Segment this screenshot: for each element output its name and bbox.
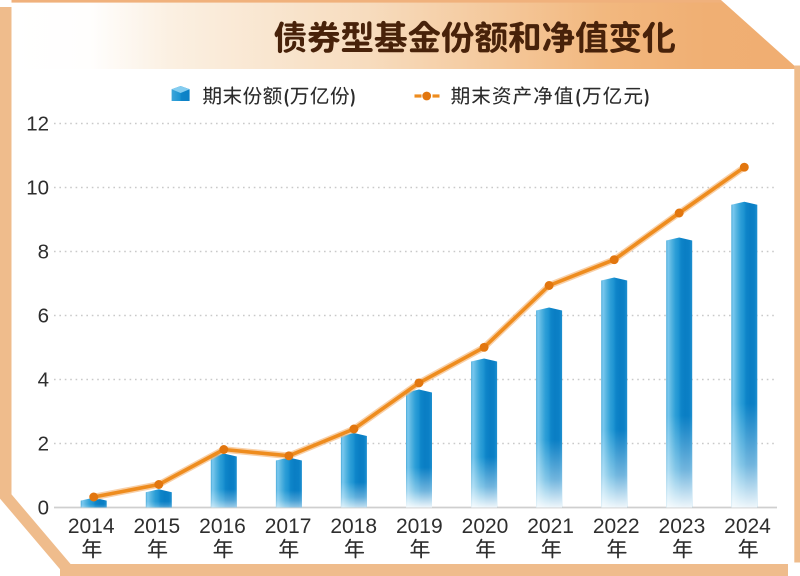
svg-text:2020: 2020 (462, 515, 509, 538)
svg-text:2019: 2019 (396, 515, 443, 538)
svg-text:6: 6 (38, 305, 49, 328)
svg-text:2017: 2017 (265, 515, 312, 538)
svg-text:10: 10 (26, 177, 49, 200)
svg-text:2: 2 (38, 433, 49, 456)
svg-text:2018: 2018 (330, 515, 377, 538)
svg-text:8: 8 (38, 241, 49, 264)
svg-text:0: 0 (38, 497, 49, 520)
svg-text:2014: 2014 (68, 515, 115, 538)
svg-text:2024: 2024 (724, 515, 771, 538)
svg-text:12: 12 (26, 113, 49, 136)
svg-text:2021: 2021 (527, 515, 574, 538)
svg-text:4: 4 (38, 369, 49, 392)
svg-text:2016: 2016 (199, 515, 246, 538)
svg-text:2022: 2022 (593, 515, 640, 538)
svg-text:2015: 2015 (133, 515, 180, 538)
svg-text:2023: 2023 (659, 515, 706, 538)
